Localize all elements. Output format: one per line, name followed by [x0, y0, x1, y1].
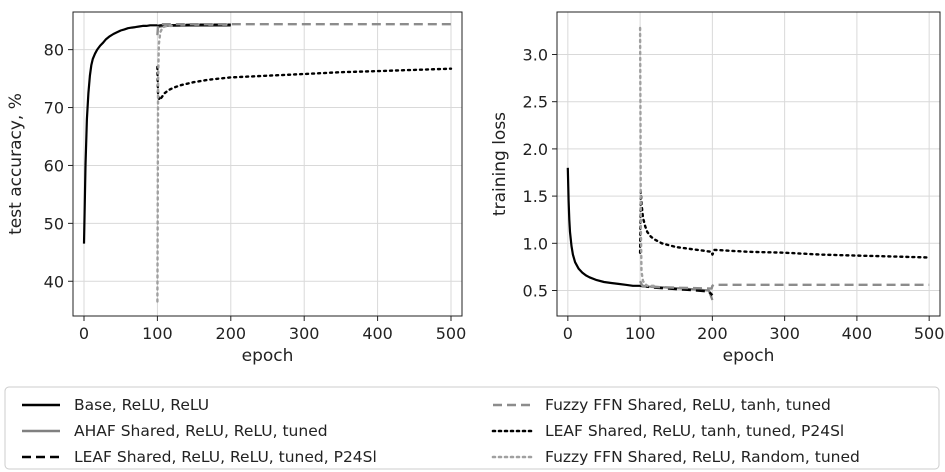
y-tick-label: 50 [44, 214, 64, 233]
legend-box [4, 386, 940, 470]
series-line-6 [156, 24, 174, 303]
legend-label: LEAF Shared, ReLU, ReLU, tuned, P24Sl [74, 448, 377, 466]
series-line-4 [156, 23, 451, 36]
y-axis-label: test accuracy, % [6, 93, 26, 235]
x-axis-label: epoch [723, 346, 775, 366]
x-tick-label: 200 [697, 324, 728, 343]
legend-label: Fuzzy FFN Shared, ReLU, Random, tuned [545, 448, 860, 466]
y-tick-label: 60 [44, 156, 64, 175]
x-tick-label: 300 [769, 324, 800, 343]
x-tick-label: 0 [79, 324, 89, 343]
series-line-2 [156, 24, 231, 29]
x-tick-label: 500 [914, 324, 945, 343]
x-tick-label: 300 [289, 324, 320, 343]
series-line-1 [566, 167, 641, 287]
y-tick-label: 70 [44, 99, 64, 118]
grid [557, 12, 940, 316]
legend-label: Fuzzy FFN Shared, ReLU, tanh, tuned [545, 396, 831, 414]
series-line-3 [157, 23, 231, 28]
x-tick-label: 100 [625, 324, 656, 343]
y-tick-label: 0.5 [523, 282, 548, 301]
series-line-5 [156, 65, 453, 102]
chart-loss: 0 100 200 300 400 500 0.5 1.0 1.5 2.0 2.5 3.0 epoch… [490, 11, 945, 366]
legend-label: AHAF Shared, ReLU, ReLU, tuned [74, 422, 328, 440]
x-tick-label: 500 [436, 324, 467, 343]
legend-items: Base, ReLU, ReLU AHAF Shared, ReLU, ReLU,… [22, 396, 860, 466]
legend-label: Base, ReLU, ReLU [74, 396, 209, 414]
x-tick-label: 200 [216, 324, 247, 343]
ticks: 0 100 200 300 400 500 40 50 60 70 80 [44, 41, 467, 343]
y-tick-label: 3.0 [523, 45, 548, 64]
series-line-5 [638, 190, 931, 259]
y-tick-label: 1.0 [523, 234, 548, 253]
y-tick-label: 2.5 [523, 93, 548, 112]
chart-accuracy: 0 100 200 300 400 500 40 50 60 70 80 epoch test ac… [6, 11, 467, 366]
y-axis-label: training loss [490, 112, 510, 216]
series-line-6 [638, 26, 656, 287]
series-lines [82, 23, 453, 303]
series-line-3 [639, 284, 714, 297]
plot-frame [72, 11, 463, 317]
y-tick-label: 80 [44, 41, 64, 60]
x-tick-label: 0 [563, 324, 573, 343]
y-tick-label: 40 [44, 272, 64, 291]
plot-frame [556, 11, 941, 317]
y-tick-label: 2.0 [523, 140, 548, 159]
x-tick-label: 100 [142, 324, 173, 343]
series-line-1 [82, 24, 158, 244]
legend-label: LEAF Shared, ReLU, tanh, tuned, P24Sl [545, 422, 844, 440]
x-tick-label: 400 [842, 324, 873, 343]
x-tick-label: 400 [362, 324, 393, 343]
series-lines [566, 26, 931, 301]
grid [73, 12, 462, 316]
legend: Base, ReLU, ReLU AHAF Shared, ReLU, ReLU,… [4, 386, 940, 470]
y-tick-label: 1.5 [523, 187, 548, 206]
x-axis-label: epoch [242, 346, 294, 366]
ticks: 0 100 200 300 400 500 0.5 1.0 1.5 2.0 2.5 3.0 [523, 45, 945, 343]
